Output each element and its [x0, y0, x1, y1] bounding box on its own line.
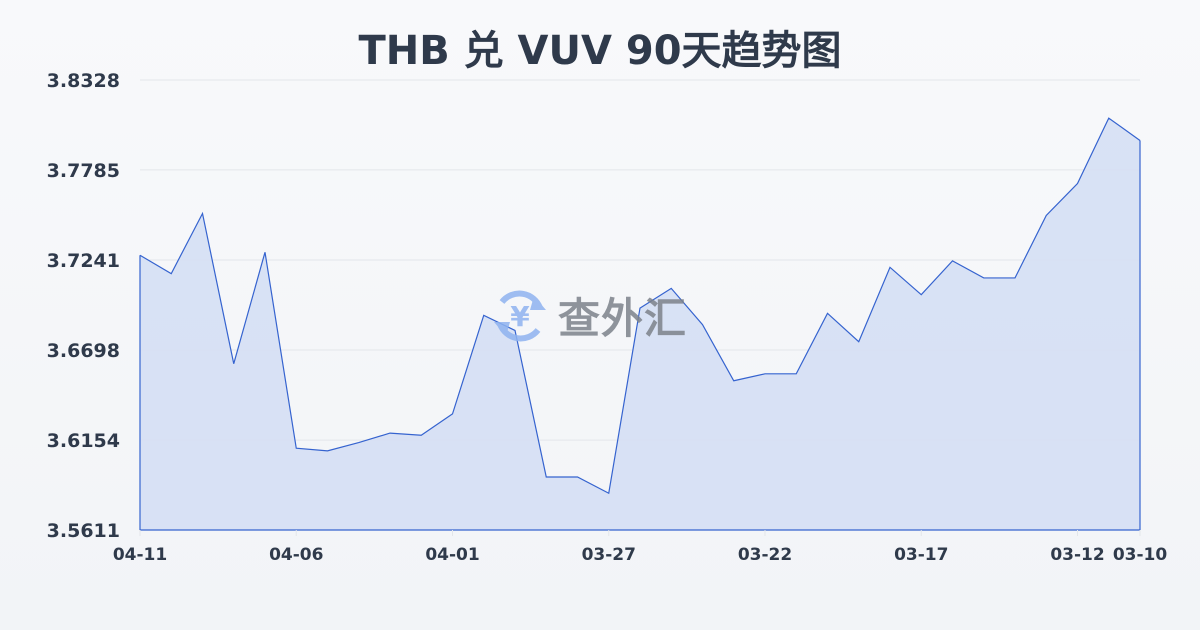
y-tick-label: 3.6698	[47, 340, 120, 362]
svg-text:¥: ¥	[510, 300, 530, 333]
x-tick-label: 03-12	[1050, 545, 1104, 565]
y-tick-label: 3.8328	[47, 70, 120, 92]
y-tick-label: 3.6154	[47, 430, 120, 452]
area-fill	[140, 118, 1140, 531]
watermark-text: 查外汇	[558, 294, 688, 343]
x-tick-label: 04-06	[269, 545, 323, 565]
y-tick-label: 3.5611	[47, 520, 120, 542]
watermark: ¥ 查外汇	[490, 285, 687, 346]
x-tick-label: 03-22	[738, 545, 792, 565]
x-tick-label: 03-27	[582, 545, 636, 565]
x-tick-label: 04-11	[113, 545, 167, 565]
y-tick-label: 3.7241	[47, 250, 120, 272]
x-tick-label: 03-17	[894, 545, 948, 565]
chart-title: THB 兑 VUV 90天趋势图	[358, 28, 842, 74]
x-tick-label: 03-10	[1113, 545, 1168, 565]
y-tick-label: 3.7785	[47, 160, 120, 182]
yen-exchange-icon: ¥	[494, 290, 546, 341]
x-tick-label: 04-01	[425, 545, 479, 565]
